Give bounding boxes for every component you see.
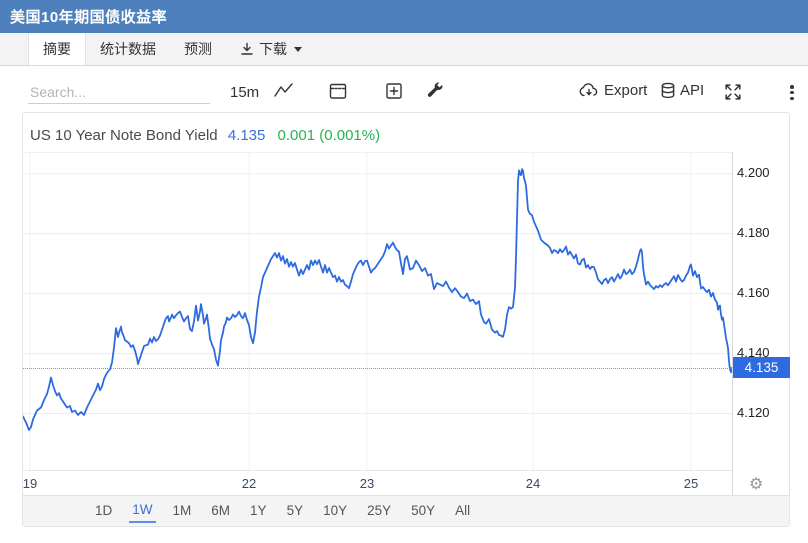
y-tick-label: 4.120 (737, 404, 770, 420)
fullscreen-icon[interactable] (722, 82, 744, 102)
tab-bar: 摘要 统计数据 预测 下载 (0, 33, 808, 66)
y-axis-line (732, 152, 733, 496)
yield-line-chart (23, 153, 732, 472)
tab-summary-label: 摘要 (43, 41, 71, 57)
search-input[interactable] (28, 80, 210, 104)
y-tick-label: 4.140 (737, 344, 770, 360)
tab-forecast-label: 预测 (184, 41, 212, 57)
x-tick-label: 23 (359, 476, 375, 491)
change-value: 0.001 (0.001%) (277, 127, 381, 144)
interval-selector[interactable]: 15m (230, 84, 260, 101)
current-value-line (23, 368, 732, 369)
export-cloud-icon (579, 83, 598, 97)
current-value-badge: 4.135 (733, 357, 790, 378)
export-label: Export (604, 82, 648, 99)
api-label: API (680, 82, 705, 99)
chart-plot-area[interactable] (23, 152, 732, 472)
range-button-1m[interactable]: 1M (172, 502, 192, 518)
add-indicator-icon[interactable] (383, 81, 405, 101)
page-title: 美国10年期国债收益率 (10, 9, 168, 26)
x-tick-label: 24 (525, 476, 541, 491)
export-button[interactable]: Export (578, 82, 647, 99)
range-selector: 1D 1W 1M 6M 1Y 5Y 10Y 25Y 50Y All (23, 495, 789, 526)
range-button-1d[interactable]: 1D (95, 502, 113, 518)
x-axis-row: 19 22 23 24 25 ⚙ (23, 472, 791, 496)
range-button-10y[interactable]: 10Y (323, 502, 348, 518)
x-tick-label: 19 (22, 476, 38, 491)
chevron-down-icon (294, 46, 302, 52)
range-button-all[interactable]: All (455, 502, 471, 518)
more-menu-icon[interactable] (786, 83, 798, 101)
instrument-name: US 10 Year Note Bond Yield (30, 127, 218, 144)
tab-statistics[interactable]: 统计数据 (86, 33, 170, 65)
line-style-icon[interactable] (273, 81, 295, 101)
y-tick-label: 4.200 (737, 164, 770, 180)
tab-download-label: 下载 (259, 41, 287, 57)
window-titlebar: 美国10年期国债收益率 (0, 0, 808, 33)
chart-toolbar: 15m Export API (0, 66, 808, 112)
tab-download[interactable]: 下载 (226, 33, 316, 65)
range-button-25y[interactable]: 25Y (367, 502, 392, 518)
range-button-1y[interactable]: 1Y (250, 502, 267, 518)
last-value: 4.135 (227, 127, 266, 144)
range-button-1w[interactable]: 1W (129, 500, 156, 523)
y-tick-label: 4.160 (737, 284, 770, 300)
tab-statistics-label: 统计数据 (100, 41, 156, 57)
database-icon (661, 82, 675, 99)
tab-summary[interactable]: 摘要 (28, 33, 86, 65)
calendar-icon[interactable] (327, 81, 349, 101)
settings-wrench-icon[interactable] (424, 81, 446, 101)
x-tick-label: 22 (241, 476, 257, 491)
chart-card: US 10 Year Note Bond Yield 4.135 0.001 (… (22, 112, 790, 527)
range-button-6m[interactable]: 6M (211, 502, 231, 518)
download-icon (241, 42, 253, 55)
api-button[interactable]: API (660, 82, 704, 99)
range-button-5y[interactable]: 5Y (286, 502, 304, 518)
y-tick-label: 4.180 (737, 224, 770, 240)
chart-title-row: US 10 Year Note Bond Yield 4.135 0.001 (… (30, 127, 380, 144)
x-tick-label: 25 (683, 476, 699, 491)
range-button-50y[interactable]: 50Y (411, 502, 436, 518)
tab-forecast[interactable]: 预测 (170, 33, 226, 65)
gear-icon[interactable]: ⚙ (749, 474, 764, 493)
